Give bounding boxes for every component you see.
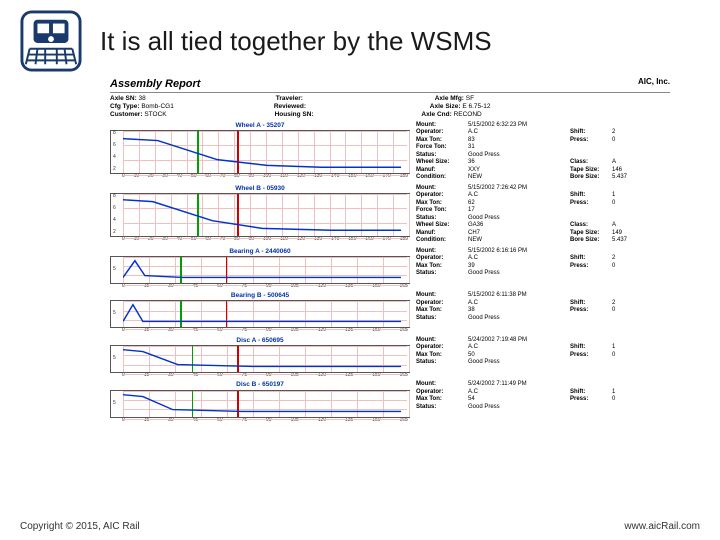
- chart-section: Wheel B - 059308642010203040506070809010…: [110, 185, 670, 245]
- chart-section: Wheel A - 352078642010203040506070809010…: [110, 122, 670, 182]
- chart-title: Bearing A - 2440060: [110, 248, 410, 255]
- chart-title: Disc B - 650197: [110, 381, 410, 388]
- meta-row-2: Cfg Type: Bomb-CG1 Reviewed: Axle Size: …: [110, 103, 670, 110]
- chart-box: 5: [110, 256, 410, 284]
- chart-section: Bearing B - 5006455015304560759010512013…: [110, 292, 670, 334]
- chart-box: 8642: [110, 193, 410, 237]
- info-column: Mount:5/15/2002 7:26:42 PMOperator:A.CSh…: [416, 185, 666, 245]
- chart-box: 5: [110, 300, 410, 328]
- info-column: Mount:5/15/2002 6:11:38 PMOperator:A.CSh…: [416, 292, 666, 334]
- train-logo-icon: [20, 10, 82, 72]
- slide-header: It is all tied together by the WSMS: [20, 10, 700, 72]
- slide-footer: Copyright © 2015, AIC Rail www.aicRail.c…: [20, 521, 700, 532]
- chart-box: 8642: [110, 130, 410, 174]
- chart-section: Disc B - 6501975015304560759010512013515…: [110, 381, 670, 423]
- chart-title: Wheel A - 35207: [110, 122, 410, 129]
- slide-title: It is all tied together by the WSMS: [100, 26, 492, 57]
- info-column: Mount:5/15/2002 6:16:16 PMOperator:A.CSh…: [416, 248, 666, 290]
- info-column: Mount:5/24/2002 7:11:49 PMOperator:A.CSh…: [416, 381, 666, 423]
- meta-row-1: Axle SN: 38 Traveler: Axle Mfg: SF: [110, 95, 670, 102]
- chart-section: Disc A - 6506955015304560759010512013515…: [110, 337, 670, 379]
- chart-section: Bearing A - 2440060501530456075901051201…: [110, 248, 670, 290]
- url-text: www.aicRail.com: [624, 521, 700, 532]
- report-heading: Assembly Report: [110, 78, 200, 90]
- info-column: Mount:5/24/2002 7:19:48 PMOperator:A.CSh…: [416, 337, 666, 379]
- report-company: AIC, Inc.: [638, 78, 670, 90]
- info-column: Mount:5/15/2002 6:32:23 PMOperator:A.CSh…: [416, 122, 666, 182]
- chart-title: Disc A - 650695: [110, 337, 410, 344]
- copyright-text: Copyright © 2015, AIC Rail: [20, 521, 140, 532]
- chart-box: 5: [110, 390, 410, 418]
- chart-title: Wheel B - 05930: [110, 185, 410, 192]
- meta-row-3: Customer: STOCK Housing SN: Axle Cnd: RE…: [110, 111, 670, 118]
- assembly-report: Assembly Report AIC, Inc. Axle SN: 38 Tr…: [110, 78, 670, 423]
- chart-box: 5: [110, 345, 410, 373]
- chart-title: Bearing B - 500645: [110, 292, 410, 299]
